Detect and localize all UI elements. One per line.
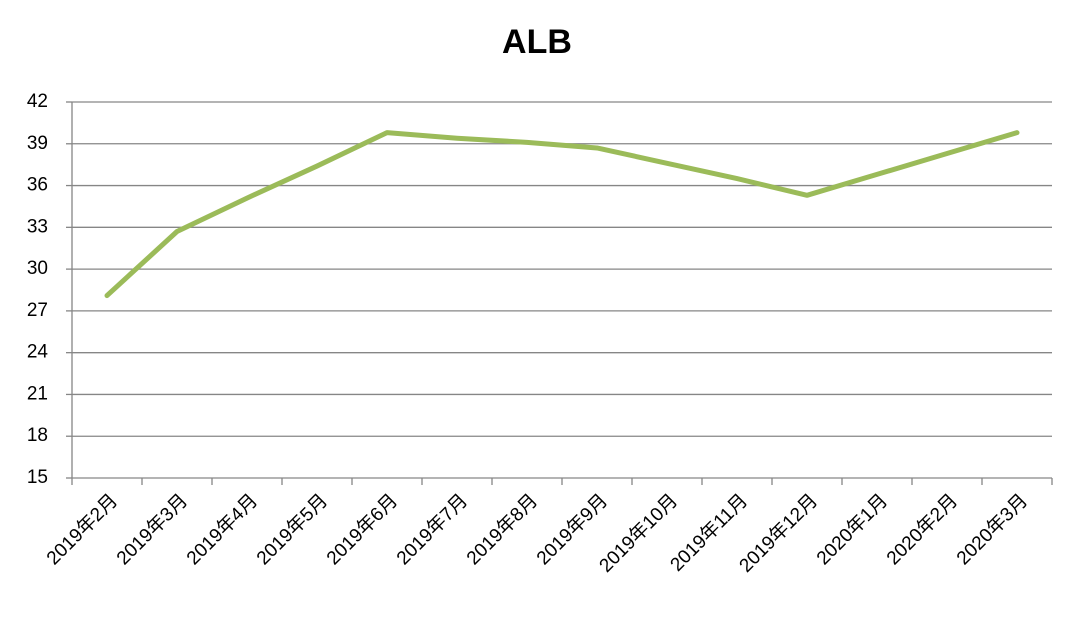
x-tick-label: 2020年1月: [812, 490, 892, 570]
data-line: [104, 130, 1020, 299]
y-tick-label: 15: [27, 467, 48, 488]
y-tick-label: 21: [27, 383, 48, 404]
x-tick-label: 2019年8月: [462, 490, 542, 570]
x-tick-label: 2019年2月: [42, 490, 122, 570]
x-tick-label: 2019年6月: [322, 490, 402, 570]
chart-title: ALB: [502, 23, 572, 61]
y-tick-label: 27: [27, 300, 48, 321]
x-tick-label: 2020年2月: [882, 490, 962, 570]
y-tick-label: 33: [27, 216, 48, 237]
y-tick-label: 36: [27, 175, 48, 196]
x-tick-label: 2019年5月: [252, 490, 332, 570]
x-tick-label: 2019年7月: [392, 490, 472, 570]
x-tick-label: 2019年4月: [182, 490, 262, 570]
y-tick-label: 42: [27, 91, 48, 112]
x-tick-label: 2020年3月: [952, 490, 1032, 570]
x-tick-label: 2019年3月: [112, 490, 192, 570]
y-tick-label: 18: [27, 425, 48, 446]
y-tick-label: 24: [27, 342, 49, 363]
y-tick-label: 39: [27, 133, 48, 154]
y-tick-label: 30: [27, 258, 48, 279]
